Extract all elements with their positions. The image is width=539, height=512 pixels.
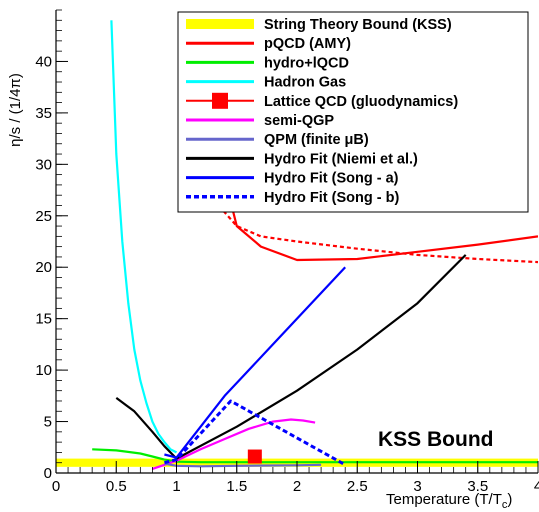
legend-entry: String Theory Bound (KSS) (186, 17, 452, 33)
x-tick-label: 0 (52, 478, 60, 495)
legend-entry: Hydro Fit (Song - b) (186, 190, 399, 206)
legend-marker (212, 92, 228, 109)
x-axis-title-close: ) (507, 491, 512, 508)
legend: String Theory Bound (KSS) pQCD (AMY) hydro… (177, 11, 529, 213)
legend-label: Lattice QCD (gluodynamics) (264, 94, 458, 110)
y-tick-label: 20 (35, 259, 52, 276)
legend-entry: QPM (finite μB) (186, 132, 369, 148)
x-axis-title-main: Temperature (T/T (386, 491, 502, 508)
x-tick-label: 1 (172, 478, 180, 495)
legend-label: Hadron Gas (264, 75, 346, 91)
legend-label: pQCD (AMY) (264, 36, 351, 52)
x-tick-label: 1.5 (226, 478, 247, 495)
kss-bound-annotation: KSS Bound (378, 428, 494, 451)
y-tick-label: 25 (35, 208, 52, 225)
legend-entry: hydro+lQCD (186, 55, 349, 71)
legend-label: Hydro Fit (Niemi et al.) (264, 151, 418, 167)
series-qpm-finite-b-line (164, 462, 322, 468)
series-hadron-gas-line (110, 20, 178, 454)
x-axis-title: Temperature (T/Tc) (386, 491, 512, 511)
series-semi-qgp-line (152, 418, 316, 470)
y-tick-label: 35 (35, 105, 52, 122)
x-tick-label: 0.5 (106, 478, 127, 495)
y-tick-label: 30 (35, 156, 52, 173)
x-tick-label: 3.5 (467, 478, 488, 495)
legend-label: QPM (finite μB) (264, 132, 369, 148)
y-axis-title: η/s / (1/4π) (7, 73, 24, 147)
legend-label: Hydro Fit (Song - a) (264, 171, 399, 187)
y-tick-label: 5 (44, 414, 52, 431)
x-tick-label: 3 (413, 478, 421, 495)
x-axis-title-subscript: c (502, 499, 508, 511)
y-tick-label: 40 (35, 53, 52, 70)
legend-label: semi-QGP (264, 113, 334, 129)
legend-entry: Hydro Fit (Song - a) (186, 171, 399, 187)
series-hydro-fit-song-a-line (164, 266, 347, 459)
y-tick-label: 15 (35, 311, 52, 328)
y-tick-label: 10 (35, 362, 52, 379)
legend-entry: pQCD (AMY) (186, 36, 351, 52)
legend-label: hydro+lQCD (264, 55, 349, 71)
legend-entry: Hydro Fit (Niemi et al.) (186, 151, 418, 167)
x-tick-label: 2.5 (347, 478, 368, 495)
series-hydro-fit-niemi-et-al-line (115, 254, 467, 460)
series-lattice-qcd-gluodynamics-point (247, 449, 262, 464)
legend-entry: Lattice QCD (gluodynamics) (186, 92, 458, 110)
legend-swatch (186, 19, 254, 29)
legend-label: String Theory Bound (KSS) (264, 17, 452, 33)
x-tick-label: 4 (534, 478, 539, 495)
y-tick-label: 0 (44, 465, 52, 482)
x-tick-label: 2 (293, 478, 301, 495)
legend-entry: Hadron Gas (186, 75, 346, 91)
legend-label: Hydro Fit (Song - b) (264, 190, 399, 206)
series-hydro-fit-song-b-line (164, 399, 346, 467)
legend-entry: semi-QGP (186, 113, 334, 129)
series-pqcd-amy-line (217, 153, 538, 262)
